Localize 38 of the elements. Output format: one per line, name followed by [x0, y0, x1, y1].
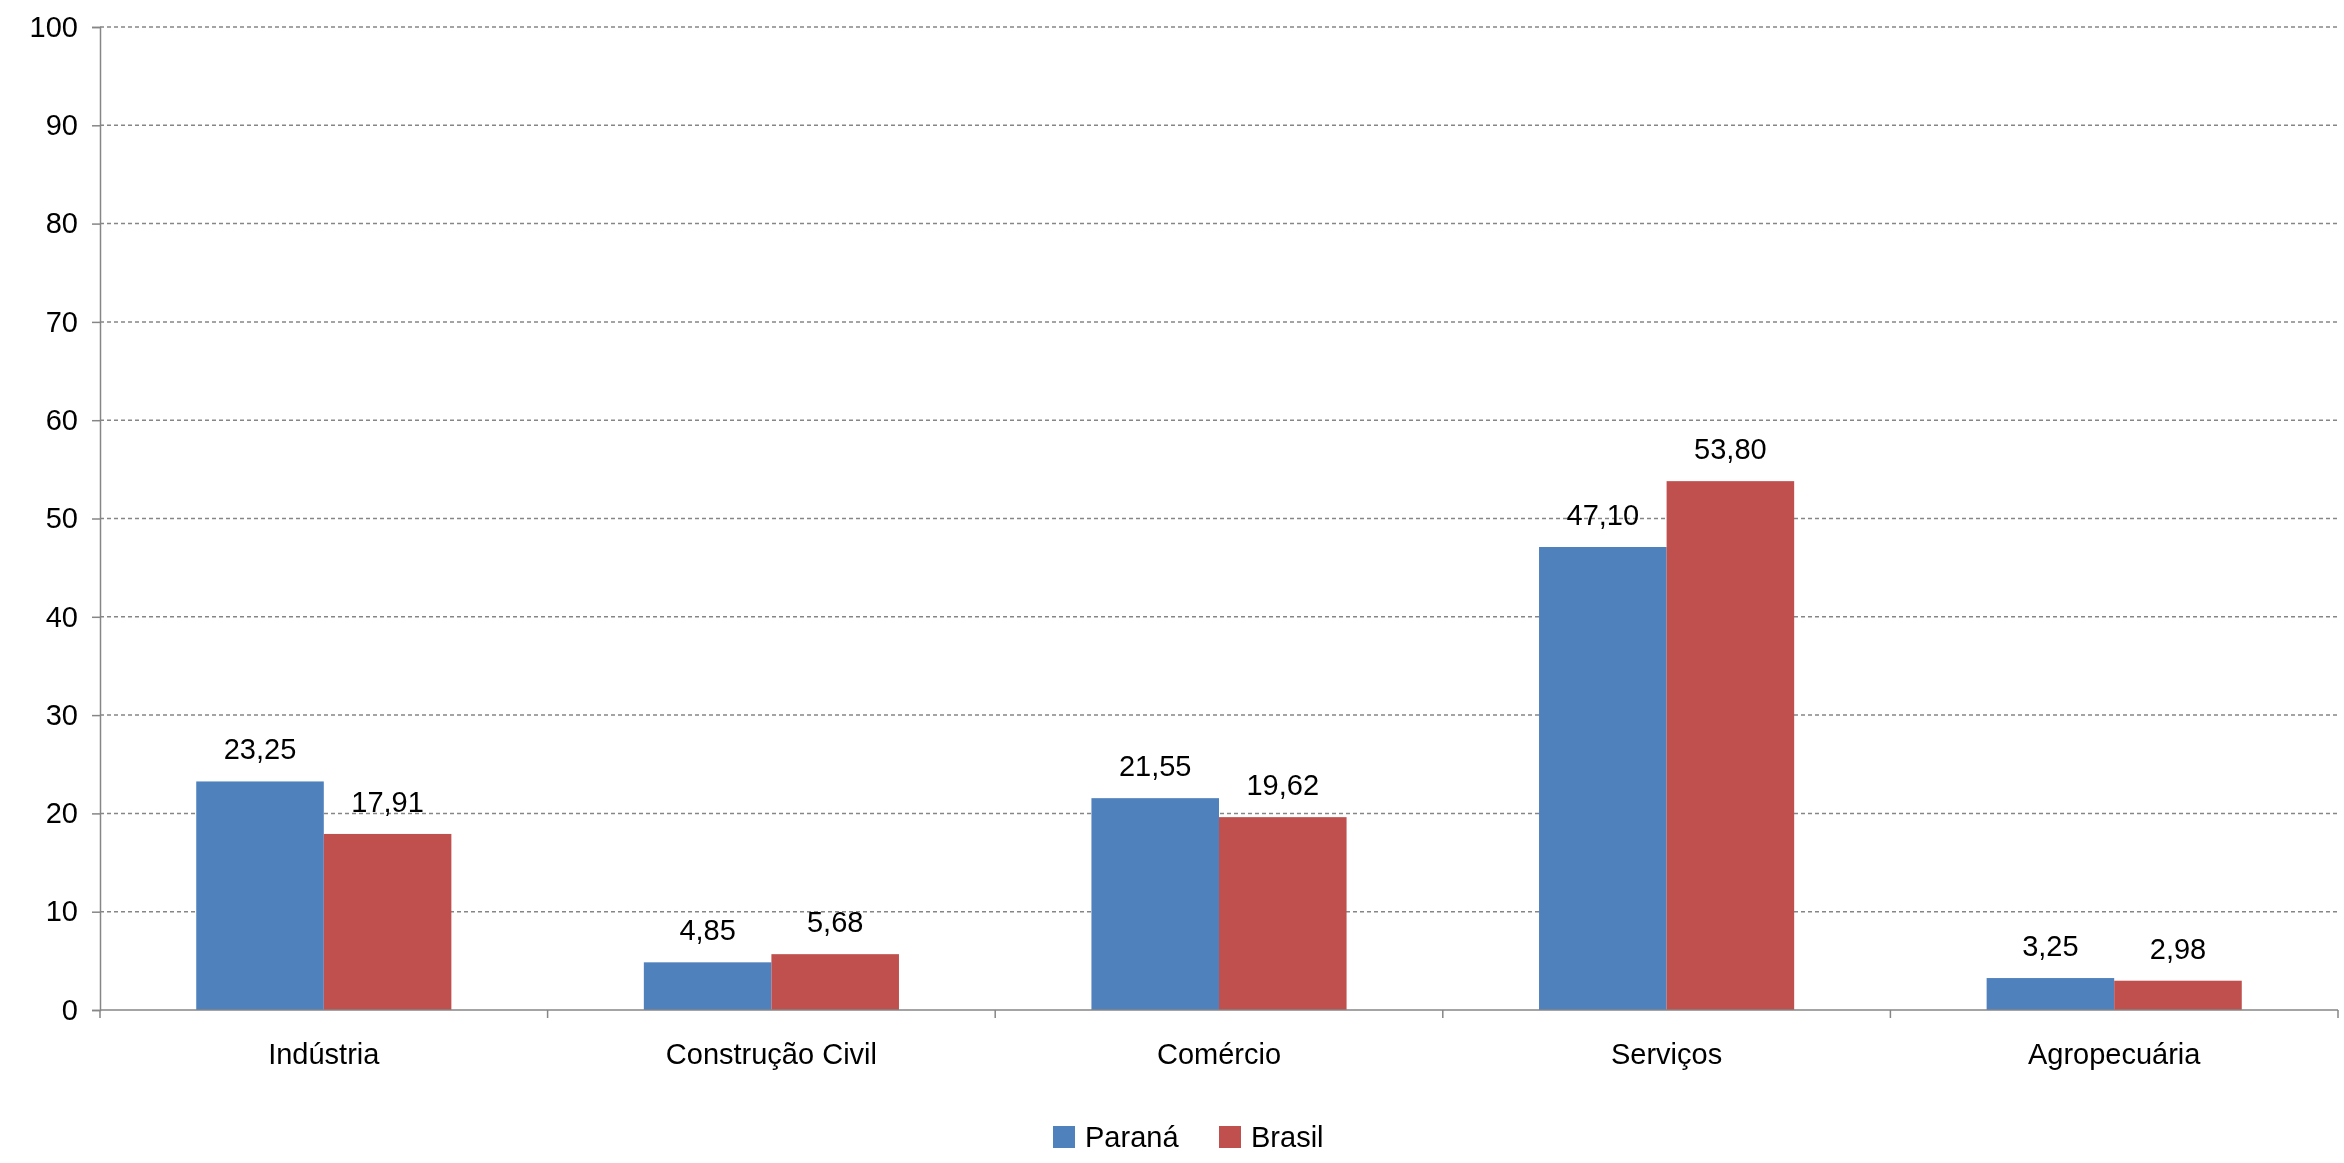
- bar: [1091, 798, 1219, 1010]
- y-tick-label: 80: [45, 207, 78, 240]
- y-tick-label: 50: [45, 502, 78, 535]
- y-tick-label: 100: [29, 10, 78, 43]
- bar: [1666, 481, 1795, 1010]
- data-label: 2,98: [2149, 932, 2207, 965]
- data-label: 19,62: [1246, 769, 1320, 802]
- data-label: 3,25: [2022, 930, 2079, 963]
- y-tick-label: 20: [45, 797, 78, 830]
- legend-label: Paraná: [1085, 1121, 1180, 1154]
- x-tick-label: Construção Civil: [665, 1038, 877, 1070]
- legend-label: Brasil: [1251, 1121, 1324, 1154]
- bar: [1986, 978, 2115, 1010]
- data-label: 47,10: [1566, 499, 1640, 532]
- data-label: 4,85: [679, 914, 736, 947]
- data-label: 21,55: [1118, 750, 1192, 783]
- y-tick-label: 30: [45, 698, 78, 731]
- y-tick-label: 90: [45, 109, 78, 142]
- bar: [323, 833, 452, 1010]
- bar: [2114, 980, 2242, 1010]
- bar: [771, 954, 899, 1010]
- y-tick-label: 10: [45, 895, 78, 928]
- data-label: 17,91: [351, 785, 424, 818]
- x-tick-label: Serviços: [1611, 1038, 1723, 1070]
- data-label: 5,68: [806, 906, 864, 939]
- bar: [196, 781, 324, 1010]
- y-tick-label: 40: [45, 600, 78, 633]
- bar: [1539, 547, 1667, 1010]
- y-tick-label: 60: [45, 403, 78, 436]
- bar: [643, 962, 772, 1010]
- data-label: 53,80: [1694, 433, 1767, 466]
- bar: [1219, 817, 1347, 1010]
- y-tick-label: 70: [45, 305, 78, 338]
- y-tick-label: 0: [61, 993, 78, 1026]
- x-tick-label: Agropecuária: [2027, 1038, 2202, 1070]
- data-label: 23,25: [223, 733, 297, 766]
- x-tick-label: Comércio: [1156, 1038, 1282, 1070]
- x-tick-label: Indústria: [268, 1038, 381, 1070]
